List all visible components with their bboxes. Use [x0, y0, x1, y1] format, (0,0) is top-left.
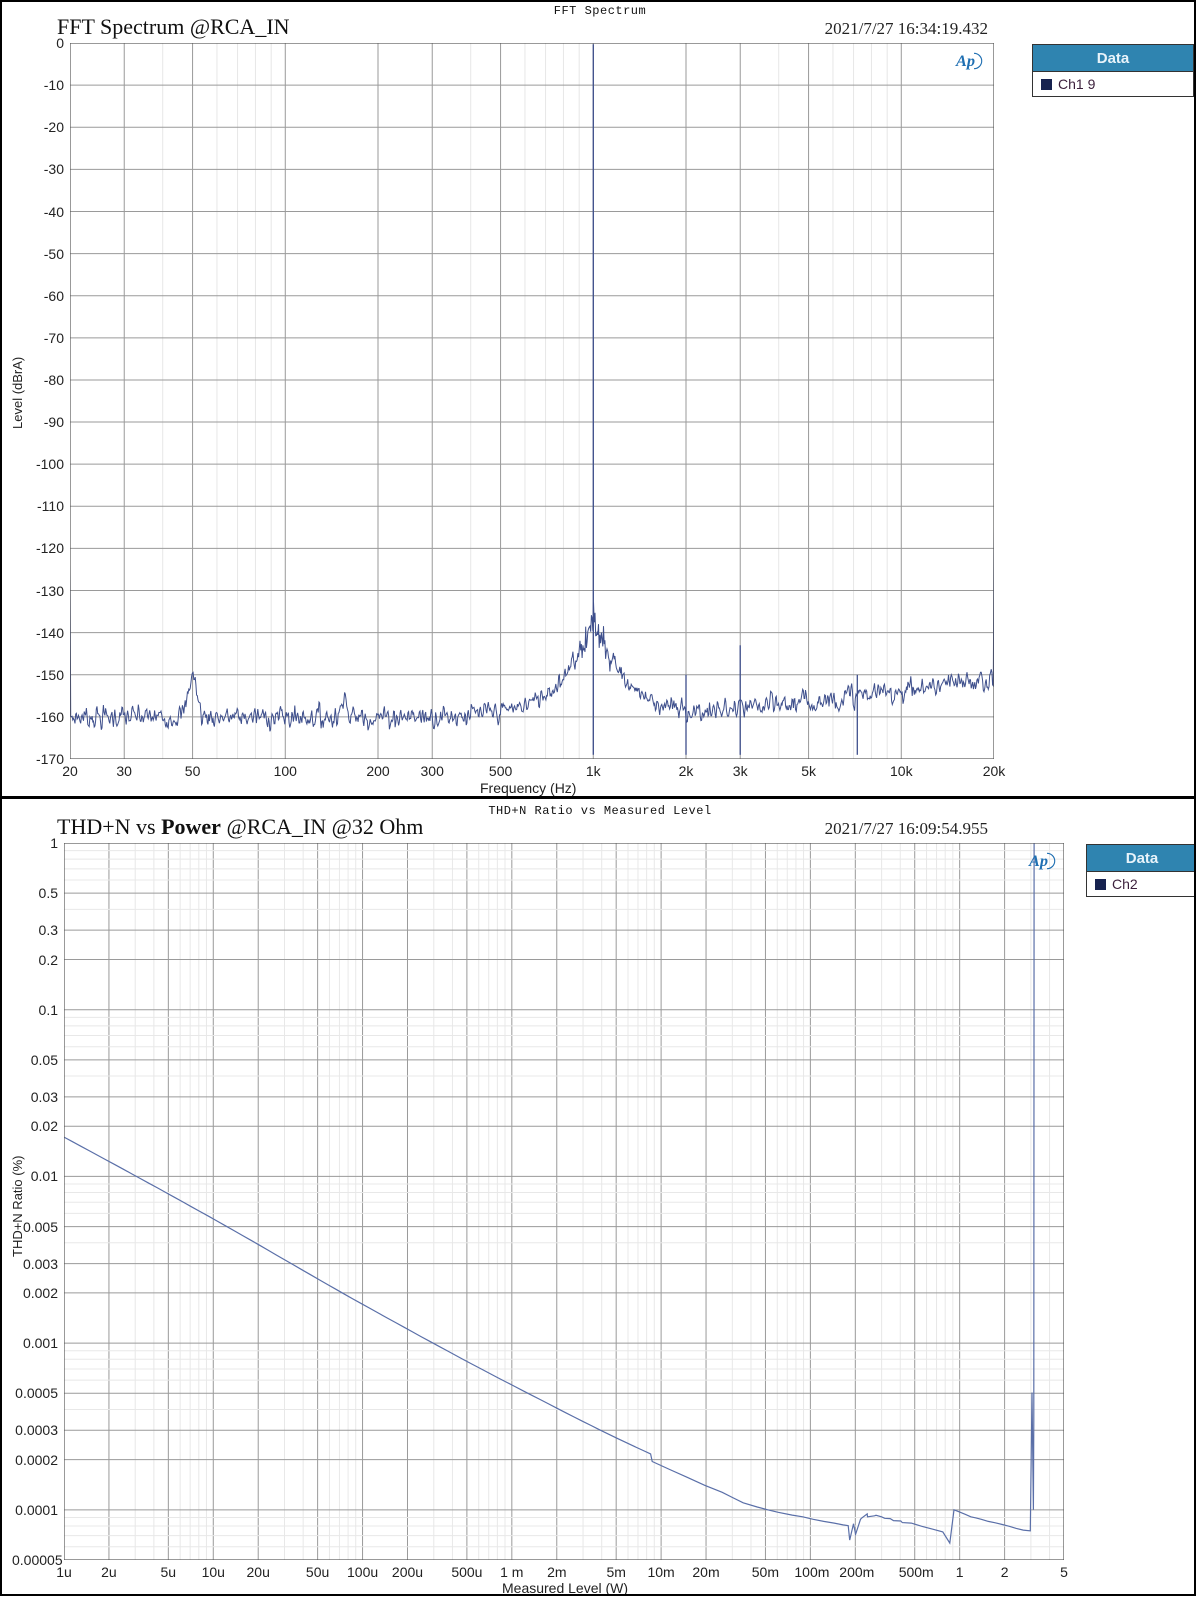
svg-text:Ap: Ap: [955, 51, 975, 70]
svg-text:Ap: Ap: [1028, 851, 1048, 870]
